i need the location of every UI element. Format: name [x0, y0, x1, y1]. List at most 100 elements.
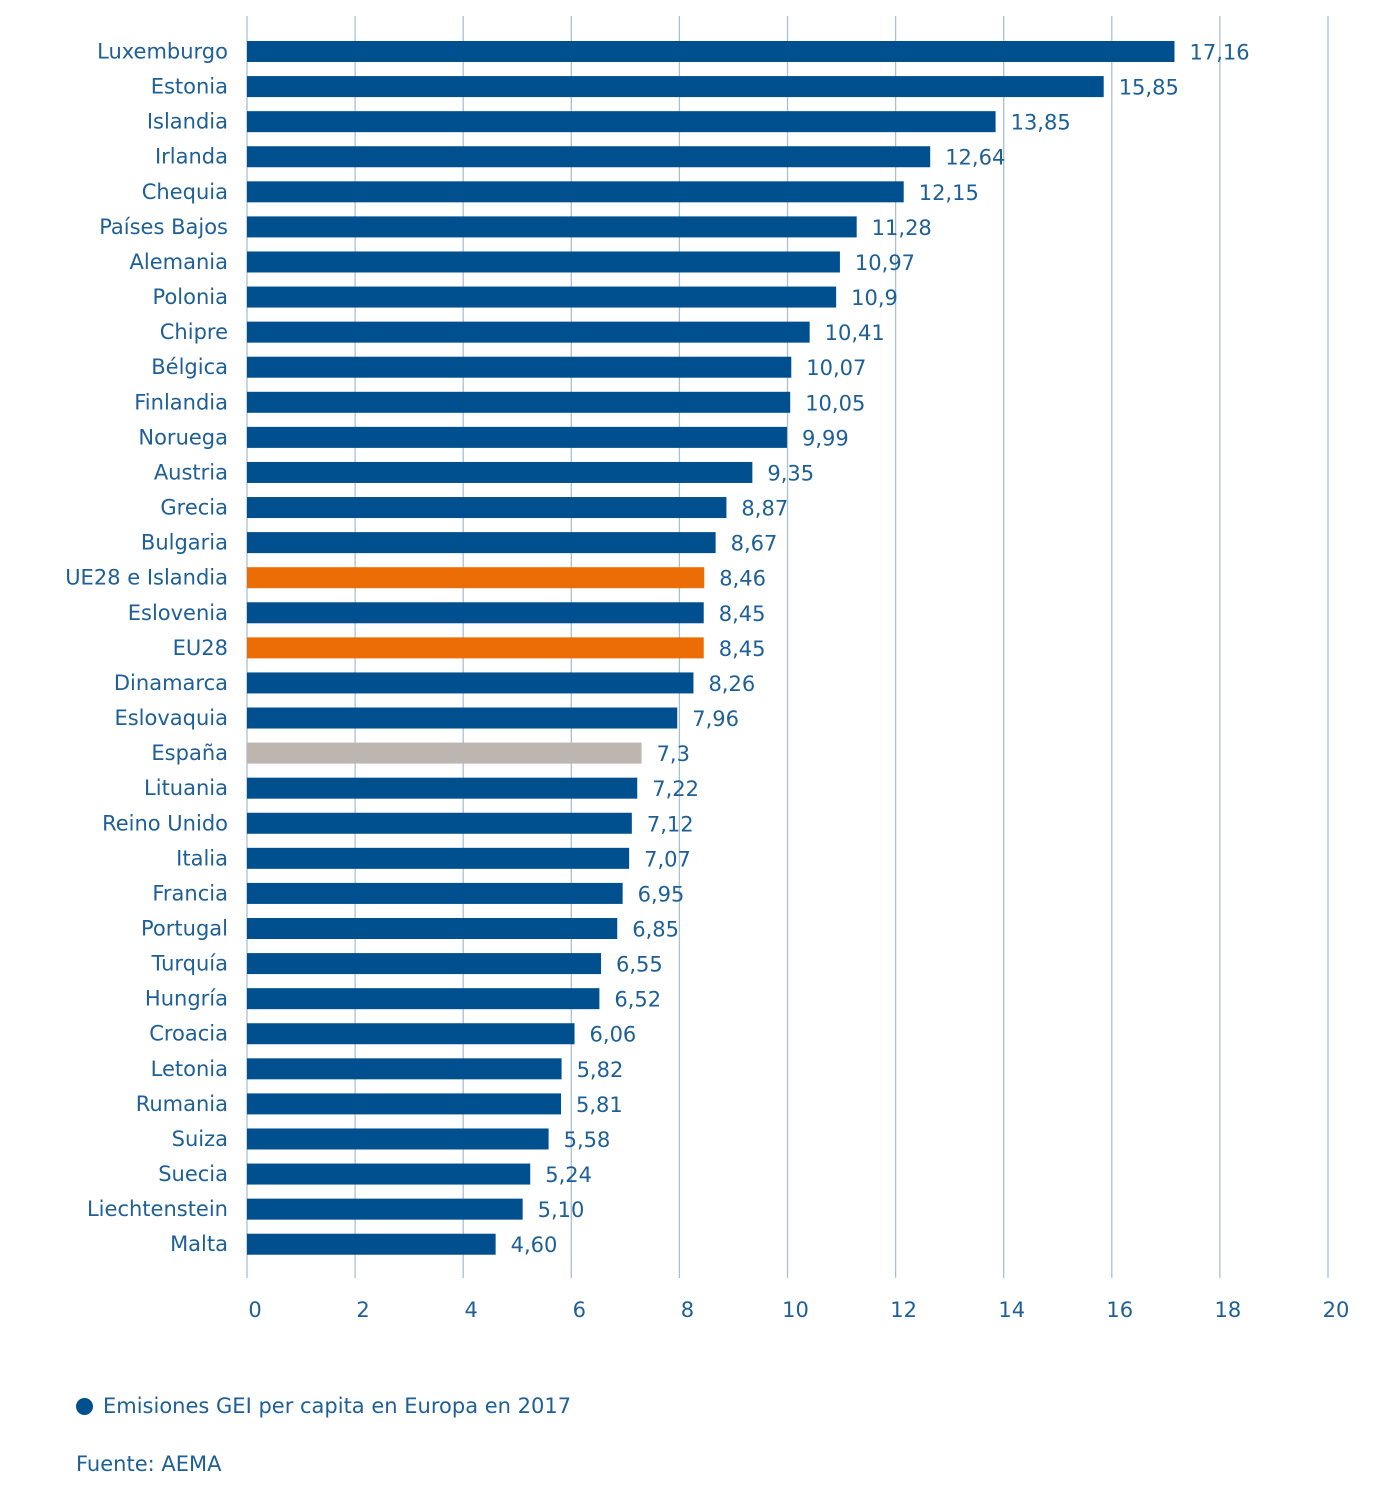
category-label: Chipre [160, 320, 228, 344]
bar [247, 777, 638, 799]
category-label: Reino Unido [102, 811, 228, 835]
bar [247, 251, 840, 273]
category-label: Alemania [130, 250, 228, 274]
category-label: Luxemburgo [97, 40, 228, 64]
bar [247, 356, 792, 378]
data-label: 8,46 [719, 567, 766, 591]
bar [247, 497, 727, 519]
bar [247, 882, 623, 904]
data-label: 9,35 [767, 461, 814, 485]
bar [247, 181, 904, 203]
category-label: Países Bajos [99, 215, 228, 239]
bar [247, 321, 810, 343]
bar [247, 672, 694, 694]
category-label: UE28 e Islandia [65, 566, 228, 590]
category-label: Grecia [160, 496, 228, 520]
x-axis-ticks: 0 2 4 6 8 10 12 14 16 18 20 [248, 1298, 1349, 1322]
bar [247, 216, 857, 238]
category-label: Portugal [141, 917, 228, 941]
bar [247, 742, 642, 764]
data-label: 5,82 [577, 1058, 624, 1082]
data-label: 12,15 [919, 181, 979, 205]
data-label: 5,10 [538, 1198, 585, 1222]
data-label: 9,99 [802, 426, 849, 450]
bar [247, 391, 791, 413]
data-label: 15,85 [1119, 76, 1179, 100]
bar [247, 988, 600, 1010]
bar [247, 812, 632, 834]
category-label: Eslovaquia [114, 706, 228, 730]
bar [247, 918, 618, 939]
x-tick-label: 6 [573, 1298, 586, 1322]
data-label: 10,41 [825, 321, 885, 345]
category-label: Malta [170, 1232, 228, 1256]
data-label: 6,52 [614, 988, 661, 1012]
data-label: 10,07 [806, 356, 866, 380]
category-label: Croacia [149, 1022, 228, 1046]
category-label: Liechtenstein [87, 1197, 228, 1221]
bar [247, 567, 705, 589]
data-label: 7,12 [647, 812, 694, 836]
category-label: Chequia [142, 180, 228, 204]
category-label: Noruega [138, 425, 228, 449]
bar [247, 286, 837, 308]
legend-label: Emisiones GEI per capita en Europa en 20… [103, 1394, 572, 1418]
bar [247, 532, 716, 554]
data-label: 10,9 [851, 286, 898, 310]
legend-marker [76, 1397, 93, 1415]
category-label: Bélgica [151, 355, 228, 379]
bar [247, 76, 1104, 98]
category-label: Finlandia [134, 390, 228, 414]
category-label: Francia [152, 881, 228, 905]
category-label: Bulgaria [141, 531, 228, 555]
data-label: 6,85 [632, 918, 679, 942]
data-label: 8,45 [719, 637, 766, 661]
data-label: 10,97 [855, 251, 915, 275]
legend: Emisiones GEI per capita en Europa en 20… [76, 1394, 571, 1418]
category-label: Estonia [151, 75, 228, 99]
category-label: Italia [176, 846, 228, 870]
x-tick-label: 18 [1215, 1298, 1242, 1322]
bar [247, 461, 753, 483]
data-label: 8,67 [731, 532, 778, 556]
bar [247, 111, 996, 133]
x-tick-label: 4 [465, 1298, 478, 1322]
bar [247, 1233, 496, 1255]
data-label: 17,16 [1189, 41, 1249, 65]
bar [247, 1093, 562, 1115]
category-label: Irlanda [155, 145, 228, 169]
category-label: Letonia [151, 1057, 228, 1081]
bar [247, 707, 678, 729]
bar [247, 1198, 523, 1220]
data-label: 7,96 [692, 707, 739, 731]
bar [247, 426, 787, 448]
category-labels: Luxemburgo Estonia Islandia Irlanda Chequia P… [65, 40, 228, 1257]
bar [247, 847, 630, 869]
category-label: Suiza [172, 1127, 228, 1151]
bar [247, 953, 602, 975]
category-label: Islandia [147, 110, 228, 134]
bar [247, 146, 931, 168]
category-label: EU28 [173, 636, 228, 660]
data-label: 5,58 [564, 1128, 611, 1152]
bar [247, 1058, 562, 1080]
category-label: Dinamarca [114, 671, 228, 695]
category-label: Eslovenia [128, 601, 228, 625]
x-tick-label: 8 [681, 1298, 694, 1322]
category-label: Lituania [144, 776, 228, 800]
source-note: Fuente: AEMA [76, 1452, 222, 1476]
x-tick-label: 2 [356, 1298, 369, 1322]
x-tick-label: 16 [1106, 1298, 1133, 1322]
data-label: 12,64 [945, 146, 1005, 170]
x-tick-label: 10 [782, 1298, 809, 1322]
data-label: 13,85 [1011, 111, 1071, 135]
data-label: 6,55 [616, 953, 663, 977]
x-tick-label: 0 [248, 1298, 261, 1322]
category-label: Austria [154, 460, 228, 484]
bar [247, 1023, 575, 1045]
bar [247, 1128, 549, 1150]
data-label: 5,81 [576, 1093, 623, 1117]
bar [247, 602, 704, 624]
x-tick-label: 14 [998, 1298, 1025, 1322]
data-label: 7,07 [644, 847, 691, 871]
